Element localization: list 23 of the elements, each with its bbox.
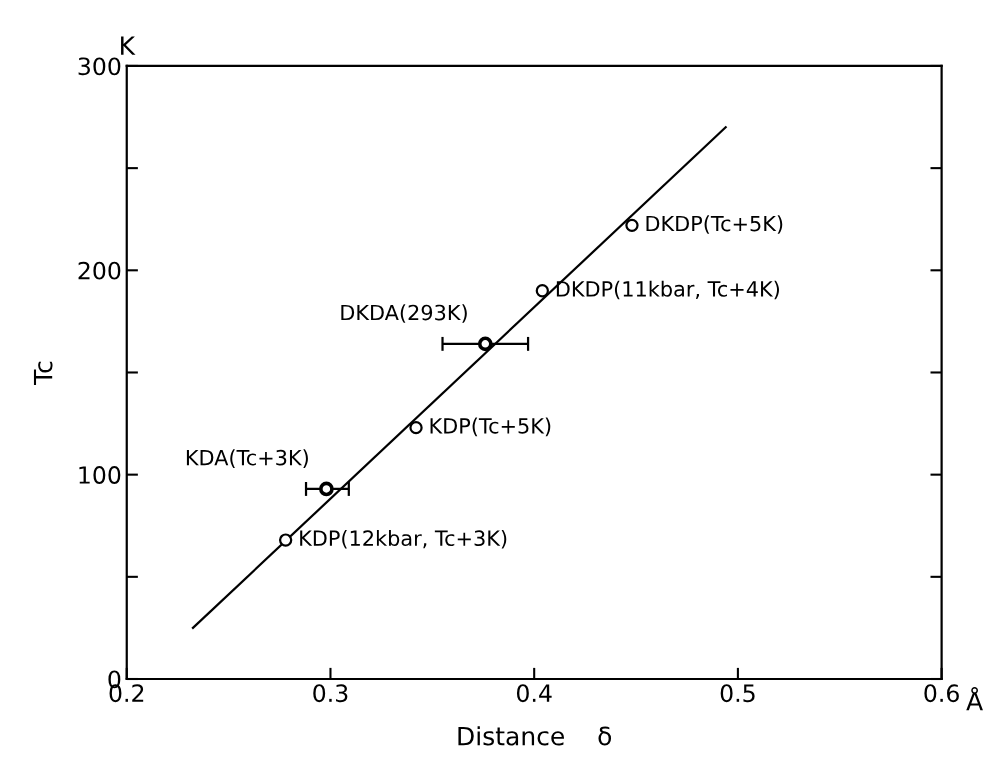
annotation: DKDP(11kbar, Tc+4K) [556,280,779,300]
annotation: DKDP(Tc+5K) [646,215,783,234]
point [477,336,493,352]
y-tick-label: 200 [78,261,121,280]
annotation: KDA(Tc+3K) [186,449,308,468]
annotation: KDP(12kbar, Tc+3K) [300,529,507,549]
annotation: DKDA(293K) [341,304,467,323]
y-tick-label: 100 [79,466,121,484]
point [535,284,549,298]
point [409,420,423,435]
text: Å [966,687,983,711]
point [625,218,639,233]
x-axis-title: Distance δ [458,726,612,746]
point [319,481,334,497]
y-axis-title: Tc [33,361,53,385]
x-tick-label: 0.3 [313,684,348,703]
x-tick-label: 0.4 [516,684,552,703]
x-tick-label: 0.5 [720,684,755,703]
x-tick-label: 0.6 [924,684,959,703]
point [278,533,293,547]
y-tick-label: 300 [78,57,121,76]
text: K [121,36,136,55]
annotation: KDP(Tc+5K) [430,417,551,437]
